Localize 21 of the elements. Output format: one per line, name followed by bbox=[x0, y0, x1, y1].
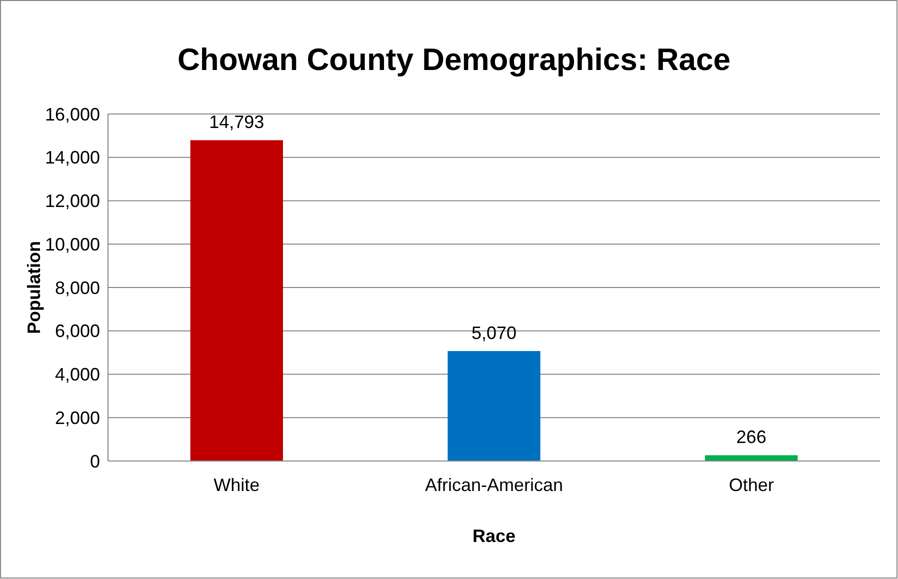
bar bbox=[705, 455, 798, 461]
x-tick-label: White bbox=[214, 475, 260, 495]
y-tick-label: 12,000 bbox=[44, 191, 100, 212]
y-tick-label: 6,000 bbox=[54, 321, 100, 342]
data-label: 14,793 bbox=[209, 112, 264, 132]
bar bbox=[448, 351, 540, 461]
x-axis-title: Race bbox=[472, 526, 516, 546]
y-tick-label: 10,000 bbox=[44, 234, 100, 254]
chart-title: Chowan County Demographics: Race bbox=[178, 42, 730, 77]
y-tick-label: 2,000 bbox=[54, 408, 100, 428]
y-tick-label: 16,000 bbox=[44, 104, 100, 124]
data-label: 266 bbox=[736, 427, 766, 448]
x-tick-label: African-American bbox=[424, 475, 564, 495]
y-tick-label: 14,000 bbox=[44, 148, 100, 168]
data-label: 5,070 bbox=[471, 323, 517, 344]
y-tick-label: 8,000 bbox=[54, 278, 100, 298]
y-tick-label: 0 bbox=[90, 451, 100, 472]
bar bbox=[190, 140, 283, 461]
x-tick-label: Other bbox=[728, 475, 774, 495]
y-tick-label: 4,000 bbox=[54, 364, 100, 385]
y-axis-title: Population bbox=[24, 241, 44, 334]
